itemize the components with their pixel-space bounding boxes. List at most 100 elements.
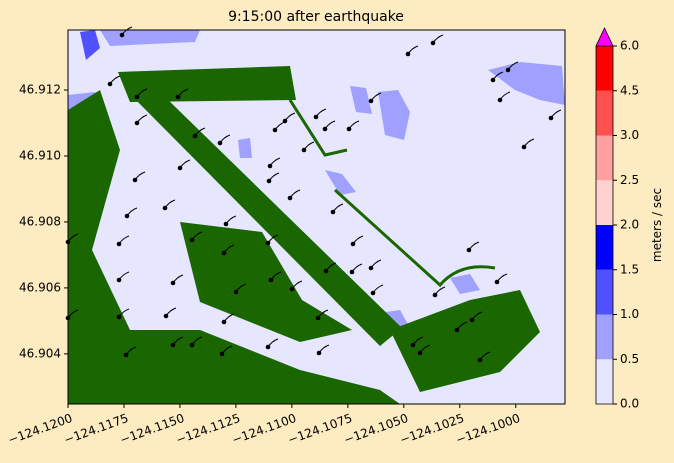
gauge-trace — [191, 336, 203, 346]
gauge-trace — [318, 344, 330, 354]
velocity-patch-strong — [80, 30, 100, 60]
gauge-trace — [191, 231, 203, 241]
gauges — [65, 26, 562, 363]
gauge-trace — [351, 263, 363, 273]
gauge-trace — [118, 271, 130, 281]
gauge-trace — [370, 259, 382, 269]
gauge-trace — [468, 241, 480, 251]
land-mass — [390, 290, 540, 392]
velocity-patch — [378, 90, 410, 140]
gauge-trace — [289, 189, 301, 199]
colorbar: 0.0 0.5 1.0 1.5 2.0 2.5 3.0 4.5 6.0 — [595, 27, 639, 411]
gauge-trace — [434, 286, 446, 296]
gauge-trace — [523, 138, 535, 148]
plot-frame — [67, 29, 566, 405]
land-mass — [128, 92, 402, 346]
gauge-trace — [492, 71, 504, 81]
velocity-patch — [350, 86, 372, 114]
gauge-trace — [268, 172, 280, 182]
gauge-trace — [136, 88, 148, 98]
gauge-trace — [352, 235, 364, 245]
velocity-patch — [488, 62, 565, 105]
gauge-trace — [235, 283, 247, 293]
gauge-trace — [223, 244, 235, 254]
gauge-trace — [317, 309, 329, 319]
gauge-trace — [125, 346, 137, 356]
gauge-trace — [267, 338, 279, 348]
gauge-trace — [164, 199, 176, 209]
gauge-trace — [419, 344, 431, 354]
gauge-trace — [324, 120, 336, 130]
gauge-trace — [507, 61, 519, 71]
gauge-trace — [172, 274, 184, 284]
gauge-trace — [109, 75, 121, 85]
colorbar-tick-label: 0.0 — [620, 397, 639, 411]
velocity-patch — [325, 170, 356, 195]
gauge-trace — [118, 308, 130, 318]
land-road — [288, 99, 496, 288]
gauge-trace — [370, 92, 382, 102]
gauge-trace — [325, 262, 337, 272]
colorbar-band — [596, 359, 613, 404]
gauge-trace — [267, 234, 279, 244]
gauge-trace — [471, 311, 483, 321]
land-mass — [68, 378, 160, 404]
colorbar-tick-label: 2.0 — [620, 218, 639, 232]
y-tick-label: 46.912 — [19, 83, 61, 97]
gauge-trace — [118, 235, 130, 245]
colorbar-extension — [595, 27, 614, 47]
gauge-trace — [499, 91, 511, 101]
gauge-trace — [221, 345, 233, 355]
gauge-trace — [332, 203, 344, 213]
plot-area — [65, 26, 565, 404]
colorbar-tick-label: 1.5 — [620, 262, 639, 276]
gauge-trace — [67, 309, 79, 319]
colorbar-tick-label: 2.5 — [620, 173, 639, 187]
gauge-trace — [270, 271, 282, 281]
gauge-trace — [412, 336, 424, 346]
colorbar-band — [596, 314, 613, 360]
gauge-trace — [372, 284, 384, 294]
colorbar-band — [596, 46, 613, 91]
gauge-trace — [172, 336, 184, 346]
land-mass — [118, 66, 296, 102]
gauge-trace — [456, 321, 468, 331]
gauge-trace — [550, 109, 562, 119]
gauge-trace — [136, 114, 148, 124]
colorbar-band — [596, 135, 613, 181]
colorbar-band — [596, 269, 613, 315]
colorbar-band — [596, 90, 613, 136]
gauge-trace — [179, 159, 191, 169]
gauge-trace — [126, 207, 138, 217]
velocity-patch — [450, 274, 480, 294]
gauge-trace — [479, 351, 491, 361]
gauge-trace — [407, 45, 419, 55]
colorbar-tick-label: 1.0 — [620, 307, 639, 321]
colorbar-band — [596, 225, 613, 270]
gauge-trace — [348, 120, 360, 130]
gauge-trace — [165, 307, 177, 317]
gauge-trace — [177, 88, 189, 98]
gauge-trace — [67, 233, 79, 243]
land-mass — [68, 90, 400, 404]
velocity-patch — [238, 138, 252, 158]
y-tick-label: 46.908 — [19, 214, 61, 228]
gauge-trace — [284, 112, 296, 122]
gauge-trace — [496, 273, 508, 283]
gauge-trace — [219, 134, 231, 144]
gauge-trace — [315, 108, 327, 118]
gauge-trace — [303, 141, 315, 151]
colorbar-tick-label: 3.0 — [620, 128, 639, 142]
y-tick-label: 46.904 — [19, 346, 61, 360]
gauge-trace — [134, 171, 146, 181]
colorbar-tick-label: 4.5 — [620, 83, 639, 97]
chart-title: 9:15:00 after earthquake — [228, 9, 404, 25]
velocity-patch — [100, 30, 200, 46]
colorbar-band — [596, 180, 613, 225]
gauge-trace — [269, 157, 281, 167]
y-tick-label: 46.906 — [19, 280, 61, 294]
gauge-trace — [223, 313, 235, 323]
gauge-trace — [291, 280, 303, 290]
colorbar-tick-label: 6.0 — [620, 39, 639, 53]
